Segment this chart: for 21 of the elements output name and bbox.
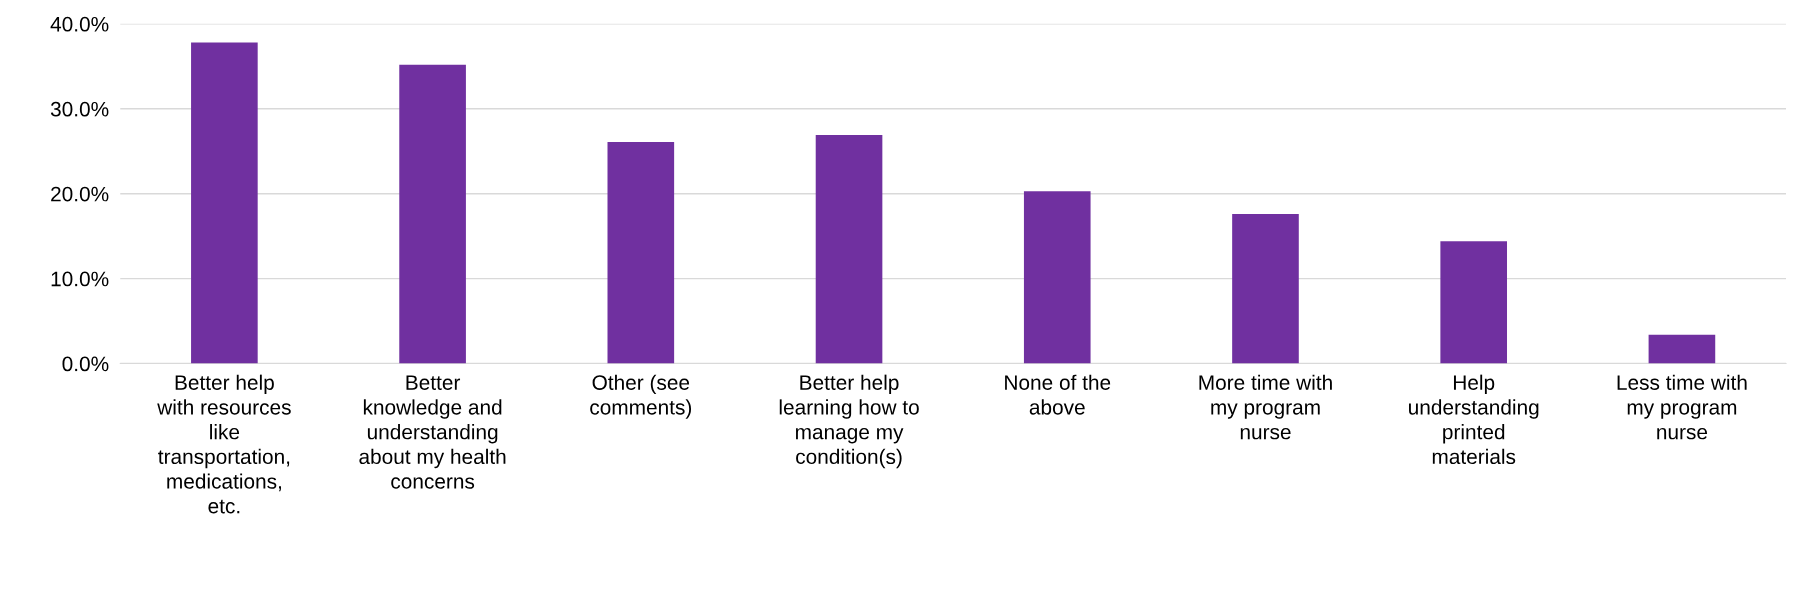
y-tick-label: 10.0% xyxy=(51,271,109,287)
bar xyxy=(815,135,883,364)
bar xyxy=(191,42,258,364)
bar xyxy=(1648,334,1716,364)
x-tick-label: Less time with my program nurse xyxy=(1617,374,1747,440)
x-tick-label: None of the above xyxy=(1005,374,1111,415)
x-tick-label: Better help with resources like transportation, medications, etc. xyxy=(157,374,291,514)
x-tick-label: Other (see comments) xyxy=(590,374,692,419)
bar xyxy=(607,141,675,364)
bar xyxy=(1023,191,1091,364)
x-tick-label: More time with my program nurse xyxy=(1199,374,1332,440)
x-tick-label: Help understanding printed materials xyxy=(1409,374,1539,465)
bar xyxy=(399,64,466,364)
bar xyxy=(1440,241,1508,364)
y-tick-label: 0.0% xyxy=(62,356,109,372)
y-tick-label: 20.0% xyxy=(51,186,109,202)
x-tick-label: Better help learning how to manage my condition(s) xyxy=(779,374,919,469)
x-tick-label: Better knowledge and understanding about my health concerns xyxy=(359,375,506,489)
bar xyxy=(1232,214,1299,364)
y-tick-label: 40.0% xyxy=(50,16,109,32)
y-tick-label: 30.0% xyxy=(50,101,109,117)
